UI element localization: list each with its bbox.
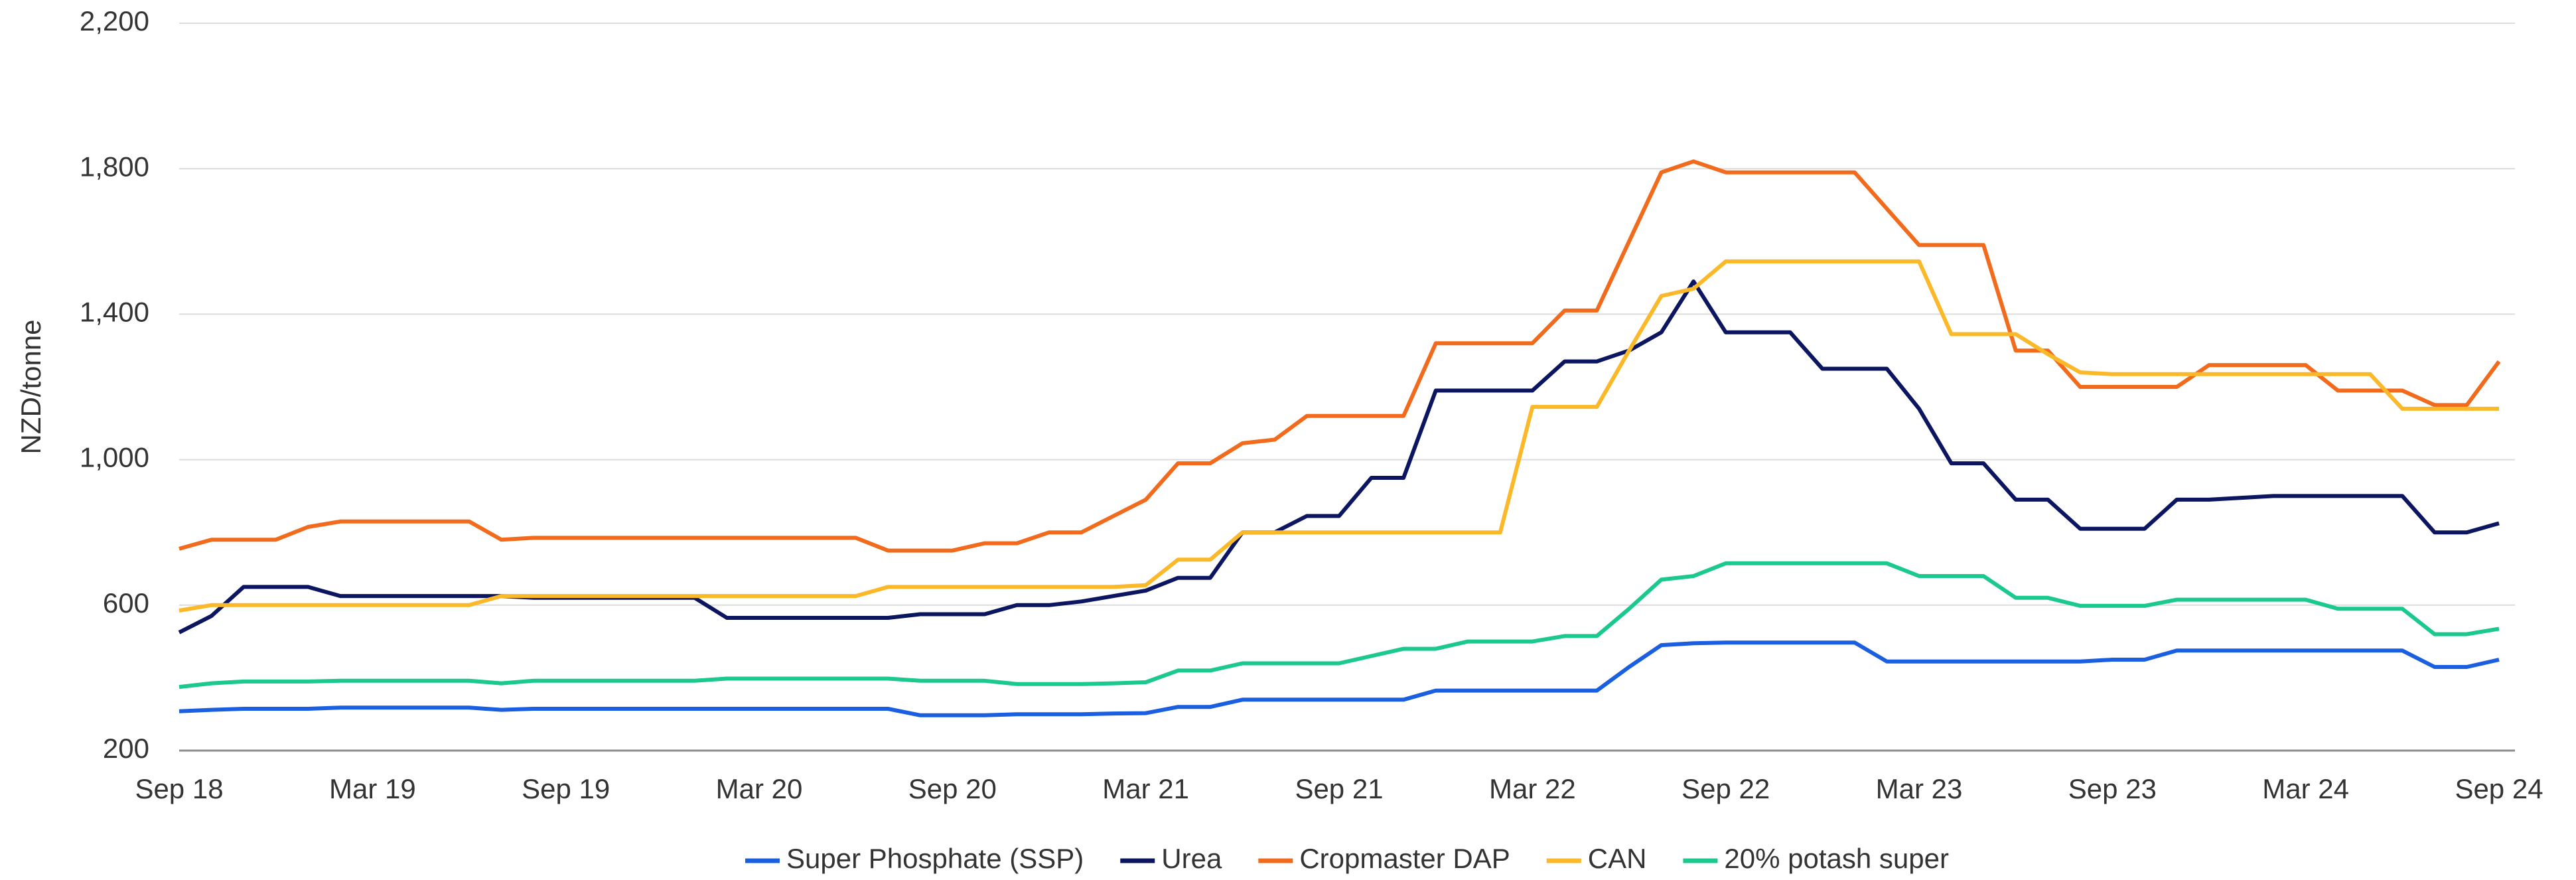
x-tick-label: Mar 21 — [1102, 773, 1189, 804]
series-line — [179, 259, 2499, 613]
x-tick-label: Sep 19 — [522, 773, 610, 804]
legend-label: Urea — [1161, 843, 1222, 874]
x-tick-label: Mar 22 — [1489, 773, 1576, 804]
series-line — [179, 159, 2501, 553]
x-tick-label: Mar 20 — [716, 773, 803, 804]
y-tick-label: 600 — [103, 587, 149, 619]
x-tick-label: Sep 22 — [1682, 773, 1770, 804]
y-tick-label: 1,000 — [80, 442, 149, 473]
x-tick-label: Sep 21 — [1295, 773, 1383, 804]
x-tick-label: Mar 24 — [2262, 773, 2349, 804]
x-tick-label: Sep 18 — [135, 773, 223, 804]
legend-label: 20% potash super — [1724, 843, 1949, 874]
legend: Super Phosphate (SSP) Urea Cropmaster DAP C… — [745, 843, 1949, 874]
y-tick-label: 1,400 — [80, 296, 149, 327]
y-tick-label: 1,800 — [80, 151, 149, 182]
series-line — [179, 640, 2500, 717]
x-tick-label: Sep 20 — [908, 773, 997, 804]
x-tick-label: Mar 23 — [1876, 773, 1963, 804]
series-line — [179, 561, 2500, 690]
y-tick-label: 200 — [103, 733, 149, 764]
legend-label: CAN — [1588, 843, 1647, 874]
y-axis-title: NZD/tonne — [15, 319, 46, 454]
series-line — [178, 279, 2500, 634]
legend-label: Cropmaster DAP — [1299, 843, 1510, 874]
y-tick-label: 2,200 — [80, 5, 149, 37]
x-tick-label: Sep 23 — [2068, 773, 2157, 804]
x-tick-label: Sep 24 — [2455, 773, 2543, 804]
legend-label: Super Phosphate (SSP) — [786, 843, 1084, 874]
x-tick-label: Mar 19 — [329, 773, 416, 804]
